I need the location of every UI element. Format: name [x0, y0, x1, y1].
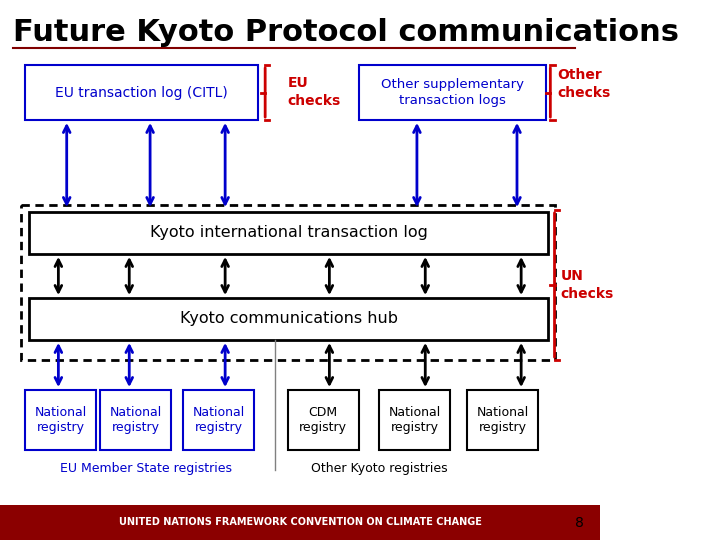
Text: Other
checks: Other checks [557, 69, 611, 100]
Text: CDM
registry: CDM registry [299, 406, 347, 435]
FancyBboxPatch shape [25, 65, 258, 120]
Text: Other supplementary
transaction logs: Other supplementary transaction logs [381, 78, 524, 107]
Text: EU transaction log (CITL): EU transaction log (CITL) [55, 85, 228, 99]
Text: EU
checks: EU checks [288, 76, 341, 107]
FancyBboxPatch shape [359, 65, 546, 120]
FancyBboxPatch shape [30, 298, 548, 340]
FancyBboxPatch shape [21, 205, 554, 360]
FancyBboxPatch shape [25, 390, 96, 450]
Text: Other Kyoto registries: Other Kyoto registries [311, 462, 448, 475]
FancyBboxPatch shape [0, 505, 600, 540]
Text: Future Kyoto Protocol communications: Future Kyoto Protocol communications [12, 18, 678, 47]
Text: Kyoto international transaction log: Kyoto international transaction log [150, 226, 428, 240]
FancyBboxPatch shape [30, 212, 548, 254]
Text: National
registry: National registry [109, 406, 161, 435]
Text: National
registry: National registry [193, 406, 245, 435]
Text: Kyoto communications hub: Kyoto communications hub [179, 312, 397, 327]
Text: 8: 8 [575, 516, 584, 530]
FancyBboxPatch shape [379, 390, 450, 450]
Text: EU Member State registries: EU Member State registries [60, 462, 232, 475]
FancyBboxPatch shape [100, 390, 171, 450]
FancyBboxPatch shape [184, 390, 254, 450]
Text: National
registry: National registry [35, 406, 86, 435]
Text: UN
checks: UN checks [560, 269, 613, 301]
Text: National
registry: National registry [389, 406, 441, 435]
FancyBboxPatch shape [288, 390, 359, 450]
FancyBboxPatch shape [467, 390, 538, 450]
Text: UNITED NATIONS FRAMEWORK CONVENTION ON CLIMATE CHANGE: UNITED NATIONS FRAMEWORK CONVENTION ON C… [119, 517, 482, 527]
Text: National
registry: National registry [476, 406, 528, 435]
